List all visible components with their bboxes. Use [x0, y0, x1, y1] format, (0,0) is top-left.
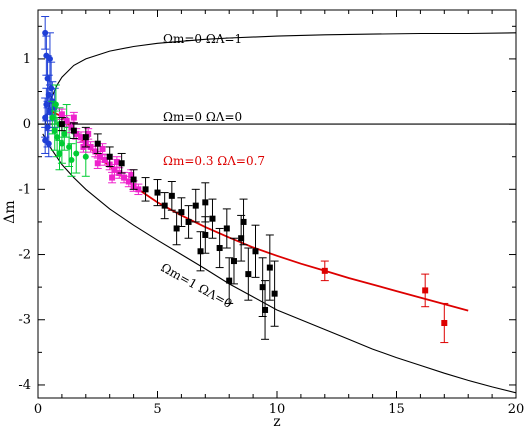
- y-tick-label: 0: [23, 117, 31, 132]
- data-point: [45, 140, 52, 147]
- data-point: [178, 209, 185, 216]
- x-tick-label: 10: [269, 402, 286, 417]
- data-point: [173, 225, 180, 232]
- data-point: [42, 114, 49, 121]
- data-point: [142, 186, 149, 193]
- x-axis-label: z: [273, 414, 280, 428]
- data-point: [135, 186, 142, 193]
- data-point: [197, 248, 204, 255]
- data-point: [422, 287, 429, 294]
- data-point: [321, 267, 328, 274]
- data-point: [266, 264, 273, 271]
- data-point: [192, 202, 199, 209]
- y-tick-label: -2: [18, 248, 31, 263]
- y-tick-label: -1: [18, 182, 31, 197]
- data-point: [128, 171, 135, 178]
- data-point: [106, 153, 113, 160]
- data-point: [202, 199, 209, 206]
- data-point: [58, 111, 65, 118]
- x-tick-label: 0: [34, 402, 42, 417]
- data-point: [240, 218, 247, 225]
- data-point: [238, 235, 245, 242]
- data-point: [68, 156, 75, 163]
- data-point: [61, 130, 68, 137]
- y-tick-label: -3: [18, 313, 31, 328]
- data-point: [245, 271, 252, 278]
- data-point: [185, 218, 192, 225]
- x-tick-label: 5: [153, 402, 161, 417]
- data-point: [42, 29, 49, 36]
- curve-annotation: Ωm=0.3 ΩΛ=0.7: [163, 154, 265, 168]
- x-tick-label: 15: [388, 402, 405, 417]
- data-point: [101, 156, 108, 163]
- y-tick-label: 1: [23, 52, 31, 67]
- data-point: [43, 101, 50, 108]
- data-point: [259, 284, 266, 291]
- model-curve-0: [44, 32, 516, 125]
- data-point: [441, 320, 448, 327]
- x-tick-label: 20: [508, 402, 525, 417]
- data-point: [51, 127, 58, 134]
- data-point: [56, 150, 63, 157]
- data-point: [109, 174, 116, 181]
- data-point: [94, 140, 101, 147]
- y-tick-label: -4: [18, 378, 31, 393]
- data-point: [202, 231, 209, 238]
- data-point: [63, 117, 70, 124]
- data-point: [168, 192, 175, 199]
- data-point: [113, 158, 120, 165]
- data-point: [125, 178, 132, 185]
- curve-annotation: Ωm=0 ΩΛ=0: [163, 110, 242, 124]
- y-axis-label: Δm: [2, 200, 18, 223]
- data-point: [94, 160, 101, 167]
- data-point: [49, 114, 56, 121]
- data-point: [97, 153, 104, 160]
- data-point: [118, 160, 125, 167]
- data-point: [271, 290, 278, 297]
- data-point: [252, 248, 259, 255]
- data-layer: [38, 16, 516, 394]
- data-point: [130, 176, 137, 183]
- data-point: [226, 277, 233, 284]
- data-point: [161, 202, 168, 209]
- data-point: [70, 127, 77, 134]
- data-point: [121, 174, 128, 181]
- data-point: [70, 114, 77, 121]
- data-point: [92, 148, 99, 155]
- data-point: [154, 189, 161, 196]
- data-point: [262, 306, 269, 313]
- data-point: [58, 140, 65, 147]
- data-point: [66, 143, 73, 150]
- data-point: [87, 143, 94, 150]
- data-point: [78, 134, 85, 141]
- data-point: [73, 130, 80, 137]
- data-point: [230, 258, 237, 265]
- data-point: [209, 215, 216, 222]
- data-point: [46, 55, 53, 62]
- data-point: [99, 145, 106, 152]
- data-point: [73, 150, 80, 157]
- data-point: [58, 121, 65, 128]
- data-point: [82, 153, 89, 160]
- data-point: [82, 134, 89, 141]
- data-point: [68, 124, 75, 131]
- curve-annotation: Ωm=0 ΩΛ=1: [163, 32, 242, 46]
- data-point: [85, 130, 92, 137]
- model-curve-2: [42, 133, 516, 394]
- data-point: [52, 101, 59, 108]
- data-point: [216, 245, 223, 252]
- data-point: [111, 166, 118, 173]
- data-point: [223, 225, 230, 232]
